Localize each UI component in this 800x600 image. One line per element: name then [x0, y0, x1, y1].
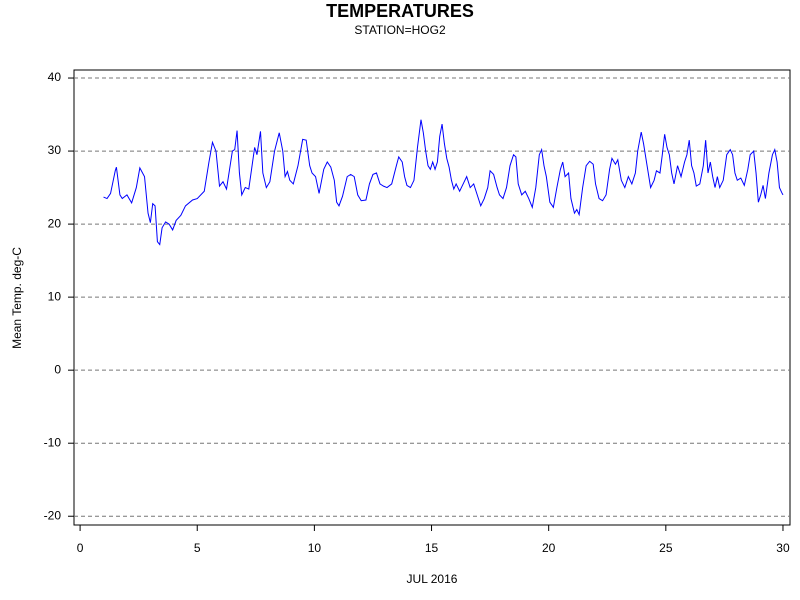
y-axis-label: Mean Temp. deg-C	[10, 247, 24, 349]
temperature-line	[103, 119, 784, 246]
y-tick-label: -20	[44, 508, 62, 522]
y-tick-label: 20	[48, 216, 62, 230]
y-tick-label: 0	[54, 362, 61, 376]
x-tick-label: 10	[308, 541, 322, 555]
y-tick-label: 30	[48, 143, 62, 157]
y-tick-label: 10	[48, 289, 62, 303]
y-tick-label: -10	[44, 435, 62, 449]
x-tick-label: 5	[194, 541, 201, 555]
x-tick-label: 15	[425, 541, 439, 555]
x-tick-label: 25	[659, 541, 673, 555]
chart-title: TEMPERATURES	[326, 1, 474, 21]
y-tick-label: 40	[48, 70, 62, 84]
x-tick-label: 30	[776, 541, 790, 555]
x-axis-label: JUL 2016	[407, 572, 458, 586]
x-tick-label: 0	[77, 541, 84, 555]
chart-subtitle: STATION=HOG2	[354, 23, 446, 37]
x-tick-label: 20	[542, 541, 556, 555]
